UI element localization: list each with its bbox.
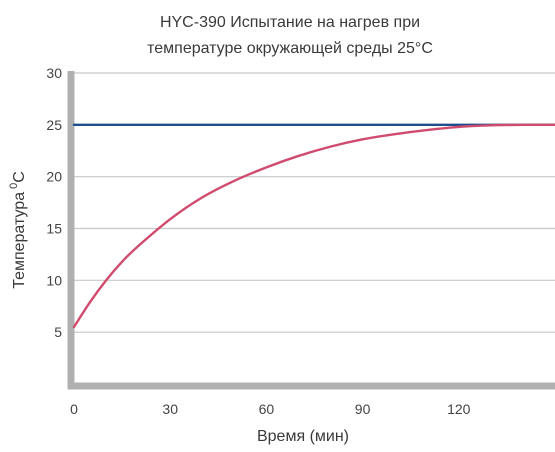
y-tick-label-4: 25 [46,117,62,133]
y-axis-label: Температура 0C [8,171,28,289]
y-axis-label-text: Температура [11,192,28,289]
y-tick-label-5: 30 [46,65,62,81]
chart-title-line-1: HYC-390 Испытание на нагрев при [160,14,420,31]
y-tick-labels: 5 10 15 20 25 30 [46,65,62,340]
series-line-1 [72,123,555,329]
x-tick-label-3: 90 [355,401,371,417]
axes [67,71,555,390]
x-tick-label-1: 30 [162,401,178,417]
y-axis-label-unit: C [11,171,28,183]
y-tick-label-0: 5 [54,324,62,340]
x-tick-label-2: 60 [259,401,275,417]
chart-title-line-2: температуре окружающей среды 25°C [147,40,433,57]
chart-title: HYC-390 Испытание на нагрев при температ… [147,14,433,57]
y-tick-label-2: 15 [46,221,62,237]
x-tick-label-0: 0 [70,401,78,417]
x-tick-labels: 0 30 60 90 120 [70,401,471,417]
series-lines [72,123,555,329]
y-tick-label-3: 20 [46,169,62,185]
y-axis-label-sup: 0 [8,183,20,189]
y-tick-label-1: 10 [46,272,62,288]
x-axis-label: Время (мин) [257,428,349,445]
x-tick-label-4: 120 [447,401,471,417]
grid-lines [74,72,555,333]
